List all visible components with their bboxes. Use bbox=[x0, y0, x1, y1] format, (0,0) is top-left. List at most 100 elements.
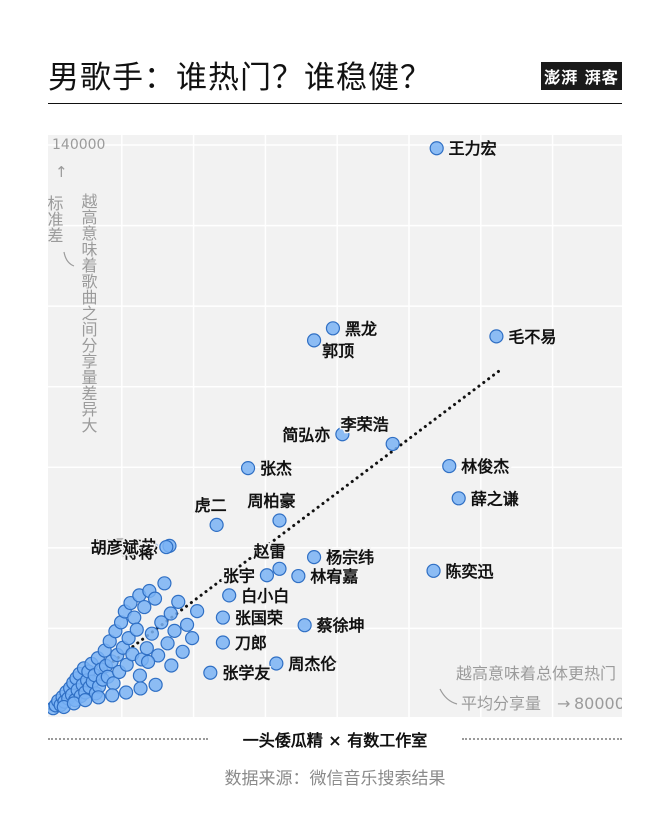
point-label: 毛不易 bbox=[508, 327, 556, 346]
data-point bbox=[144, 626, 159, 641]
x-axis: 越高意味着总体更热门 平均分享量 → 80000 bbox=[439, 664, 622, 713]
data-point bbox=[121, 630, 136, 646]
scatter-chart: 140000 ↑ 标准差 越高意味着歌曲之间分享量差异大 越高意味着总体更热门 … bbox=[48, 135, 622, 717]
data-point bbox=[148, 677, 163, 692]
data-point bbox=[91, 690, 106, 705]
data-point bbox=[151, 648, 166, 663]
credits-row: 一头倭瓜精 × 有数工作室 bbox=[48, 727, 622, 751]
point-label: 陈奕迅 bbox=[446, 562, 494, 581]
x-axis-arrow: → bbox=[557, 694, 570, 713]
y-axis-arrow: ↑ bbox=[55, 163, 68, 181]
y-axis-max-label: 140000 bbox=[52, 137, 105, 153]
data-point bbox=[78, 693, 93, 708]
data-point-labeled bbox=[442, 458, 457, 474]
point-label: 王力宏 bbox=[449, 139, 497, 158]
publisher-logo: 澎湃 湃客 bbox=[541, 62, 622, 90]
data-point bbox=[160, 636, 175, 651]
point-label: 周杰伦 bbox=[288, 654, 337, 673]
data-points bbox=[48, 141, 504, 716]
data-point-labeled bbox=[272, 513, 287, 528]
data-point-labeled bbox=[489, 329, 504, 344]
data-point bbox=[157, 576, 172, 591]
data-point bbox=[171, 594, 186, 609]
x-axis-label: 平均分享量 bbox=[461, 694, 541, 713]
point-label: 张学友 bbox=[222, 664, 271, 683]
x-axis-label-hook bbox=[439, 688, 458, 705]
data-point bbox=[184, 630, 200, 646]
data-point-labeled bbox=[203, 665, 218, 680]
data-point-labeled bbox=[291, 568, 306, 584]
point-label: 张杰 bbox=[260, 459, 292, 478]
point-label: 郭顶 bbox=[322, 341, 354, 360]
data-point bbox=[163, 606, 178, 621]
point-label: 黑龙 bbox=[345, 319, 377, 338]
point-label: 张宇 bbox=[223, 566, 255, 585]
point-label: 林俊杰 bbox=[461, 457, 509, 476]
data-point bbox=[137, 599, 152, 615]
data-point-labeled bbox=[426, 563, 441, 578]
data-point-labeled bbox=[215, 635, 231, 650]
data-point bbox=[190, 604, 205, 619]
x-axis-max-label: 80000 bbox=[574, 694, 622, 713]
data-point bbox=[105, 688, 120, 703]
point-label: 赵雷 bbox=[252, 542, 285, 561]
credits-text: 一头倭瓜精 × 有数工作室 bbox=[242, 731, 428, 750]
trend-line bbox=[48, 369, 502, 711]
data-point-labeled bbox=[306, 333, 322, 348]
data-point bbox=[147, 591, 163, 606]
point-label: 蒋蒋 bbox=[122, 543, 154, 562]
data-point bbox=[127, 610, 142, 625]
data-point-labeled bbox=[222, 588, 237, 603]
point-label: 薛之谦 bbox=[471, 489, 519, 508]
data-point-labeled bbox=[385, 436, 400, 452]
point-label: 李荣浩 bbox=[340, 415, 389, 434]
data-point-labeled bbox=[215, 610, 231, 625]
point-label: 林宥嘉 bbox=[310, 567, 358, 586]
point-label: 胡彦斌 bbox=[91, 538, 139, 557]
y-axis-note: 越高意味着歌曲之间分享量差异大 bbox=[79, 193, 98, 433]
point-label: 那吾克热 bbox=[93, 537, 157, 556]
title-divider bbox=[48, 103, 622, 104]
credits-dots-left bbox=[48, 738, 208, 740]
data-point bbox=[129, 622, 144, 637]
data-point bbox=[154, 615, 169, 630]
x-axis-note: 越高意味着总体更热门 bbox=[456, 664, 616, 683]
data-point-labeled bbox=[335, 427, 350, 442]
data-point-labeled bbox=[209, 517, 224, 532]
data-point bbox=[118, 685, 134, 700]
data-point bbox=[133, 681, 148, 696]
point-label: 张国荣 bbox=[235, 609, 283, 628]
point-label: 简弘亦 bbox=[282, 425, 330, 444]
data-point bbox=[175, 644, 190, 659]
point-label: 虎二 bbox=[195, 496, 227, 515]
page-title: 男歌手：谁热门？谁稳健？ bbox=[48, 60, 432, 96]
data-point bbox=[179, 617, 195, 632]
data-point-labeled bbox=[306, 550, 322, 565]
data-point-labeled bbox=[240, 460, 256, 476]
data-point bbox=[167, 623, 182, 638]
plot-background bbox=[48, 135, 622, 717]
data-point bbox=[164, 658, 179, 673]
point-label: 周柏豪 bbox=[247, 491, 295, 510]
point-label: 蔡徐坤 bbox=[316, 616, 365, 635]
data-point-labeled bbox=[297, 618, 312, 633]
data-point bbox=[132, 668, 148, 683]
y-axis: 140000 ↑ 标准差 越高意味着歌曲之间分享量差异大 bbox=[48, 137, 105, 433]
data-point-labeled bbox=[159, 539, 174, 555]
point-label: 刀郎 bbox=[235, 634, 267, 653]
data-point bbox=[140, 654, 156, 669]
data-point-labeled bbox=[272, 561, 287, 576]
data-point bbox=[139, 641, 154, 656]
data-point-labeled bbox=[259, 568, 275, 583]
data-point-labeled bbox=[429, 141, 444, 156]
data-point-labeled bbox=[325, 321, 341, 336]
data-point-labeled bbox=[451, 491, 466, 506]
credits-dots-right bbox=[462, 738, 622, 740]
y-axis-label: 标准差 bbox=[48, 195, 64, 243]
point-label: 白小白 bbox=[241, 586, 289, 605]
point-label: 杨宗纬 bbox=[326, 548, 374, 567]
grid-lines bbox=[48, 135, 622, 717]
y-axis-label-hook bbox=[63, 251, 75, 267]
data-source: 数据来源：微信音乐搜索结果 bbox=[224, 769, 446, 789]
